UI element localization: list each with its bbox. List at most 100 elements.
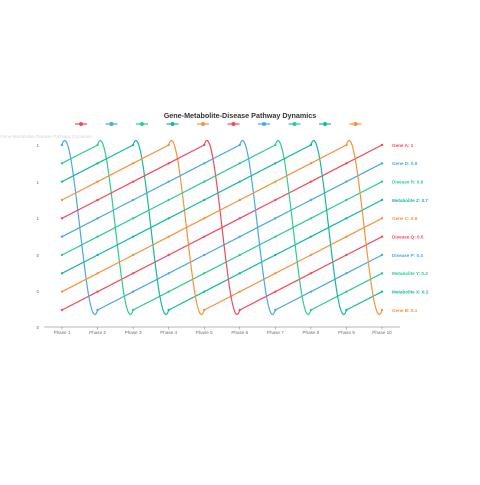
legend-item[interactable] [105,122,118,126]
data-point[interactable] [60,162,64,165]
data-point[interactable] [345,217,348,220]
data-point[interactable] [380,290,384,293]
data-point[interactable] [238,253,241,257]
legend-item[interactable] [349,122,362,126]
data-point[interactable] [309,272,313,275]
data-point[interactable] [60,198,64,202]
data-point[interactable] [309,180,313,183]
data-point[interactable] [380,235,384,238]
data-point[interactable] [345,180,348,183]
data-point[interactable] [274,308,277,312]
data-point[interactable] [274,253,277,257]
data-point[interactable] [345,162,348,165]
data-point[interactable] [274,235,277,238]
data-point[interactable] [203,308,206,312]
data-point[interactable] [203,162,206,165]
data-point[interactable] [380,143,384,147]
data-point[interactable] [345,272,348,275]
data-point[interactable] [96,235,99,238]
data-point[interactable] [238,308,241,312]
data-point[interactable] [309,235,313,238]
data-point[interactable] [96,253,99,257]
data-point[interactable] [274,217,277,220]
series-line[interactable] [61,140,383,315]
data-point[interactable] [60,217,64,220]
legend-item[interactable] [75,122,87,126]
data-point[interactable] [380,217,384,220]
legend-item[interactable] [166,122,179,126]
data-point[interactable] [167,308,170,312]
data-point[interactable] [96,143,99,147]
data-point[interactable] [60,290,64,293]
data-point[interactable] [380,308,384,312]
data-point[interactable] [203,253,206,257]
data-point[interactable] [380,253,384,257]
data-point[interactable] [238,235,241,238]
data-point[interactable] [309,198,313,202]
data-point[interactable] [167,290,170,293]
data-point[interactable] [60,235,64,238]
data-point[interactable] [203,217,206,220]
data-point[interactable] [167,253,170,257]
legend-item[interactable] [197,122,209,126]
data-point[interactable] [203,272,206,275]
data-point[interactable] [274,272,277,275]
data-point[interactable] [309,162,313,165]
series-line[interactable] [61,140,383,315]
data-point[interactable] [96,272,99,275]
data-point[interactable] [167,180,170,183]
data-point[interactable] [345,290,348,293]
data-point[interactable] [345,198,348,202]
data-point[interactable] [60,308,64,312]
data-point[interactable] [274,198,277,202]
data-point[interactable] [274,143,277,147]
data-point[interactable] [238,217,241,220]
legend-item[interactable] [227,122,240,126]
data-point[interactable] [167,198,170,202]
data-point[interactable] [380,162,384,165]
data-point[interactable] [274,290,277,293]
data-point[interactable] [203,180,206,183]
data-point[interactable] [60,253,64,257]
data-point[interactable] [96,198,99,202]
series-line[interactable] [61,140,383,315]
data-point[interactable] [309,290,313,293]
data-point[interactable] [203,235,206,238]
data-point[interactable] [345,253,348,257]
data-point[interactable] [238,272,241,275]
data-point[interactable] [96,308,99,312]
data-point[interactable] [203,143,206,147]
data-point[interactable] [96,217,99,220]
series-line[interactable] [61,140,383,315]
data-point[interactable] [131,235,135,238]
series-line[interactable] [61,140,383,315]
series-line[interactable] [61,140,383,315]
data-point[interactable] [380,272,384,275]
data-point[interactable] [60,143,64,147]
data-point[interactable] [380,180,384,183]
data-point[interactable] [131,272,135,275]
data-point[interactable] [345,308,348,312]
data-point[interactable] [274,162,277,165]
data-point[interactable] [167,217,170,220]
data-point[interactable] [274,180,277,183]
data-point[interactable] [60,272,64,275]
data-point[interactable] [131,308,135,312]
data-point[interactable] [238,290,241,293]
data-point[interactable] [345,143,348,147]
data-point[interactable] [238,180,241,183]
series-line[interactable] [61,140,383,315]
data-point[interactable] [309,143,313,147]
data-point[interactable] [131,162,135,165]
legend-item[interactable] [258,122,270,126]
data-point[interactable] [131,253,135,257]
data-point[interactable] [167,143,170,147]
data-point[interactable] [345,235,348,238]
data-point[interactable] [167,272,170,275]
data-point[interactable] [131,198,135,202]
legend-item[interactable] [319,122,331,126]
series-line[interactable] [61,140,383,315]
data-point[interactable] [96,180,99,183]
data-point[interactable] [238,143,241,147]
data-point[interactable] [309,217,313,220]
